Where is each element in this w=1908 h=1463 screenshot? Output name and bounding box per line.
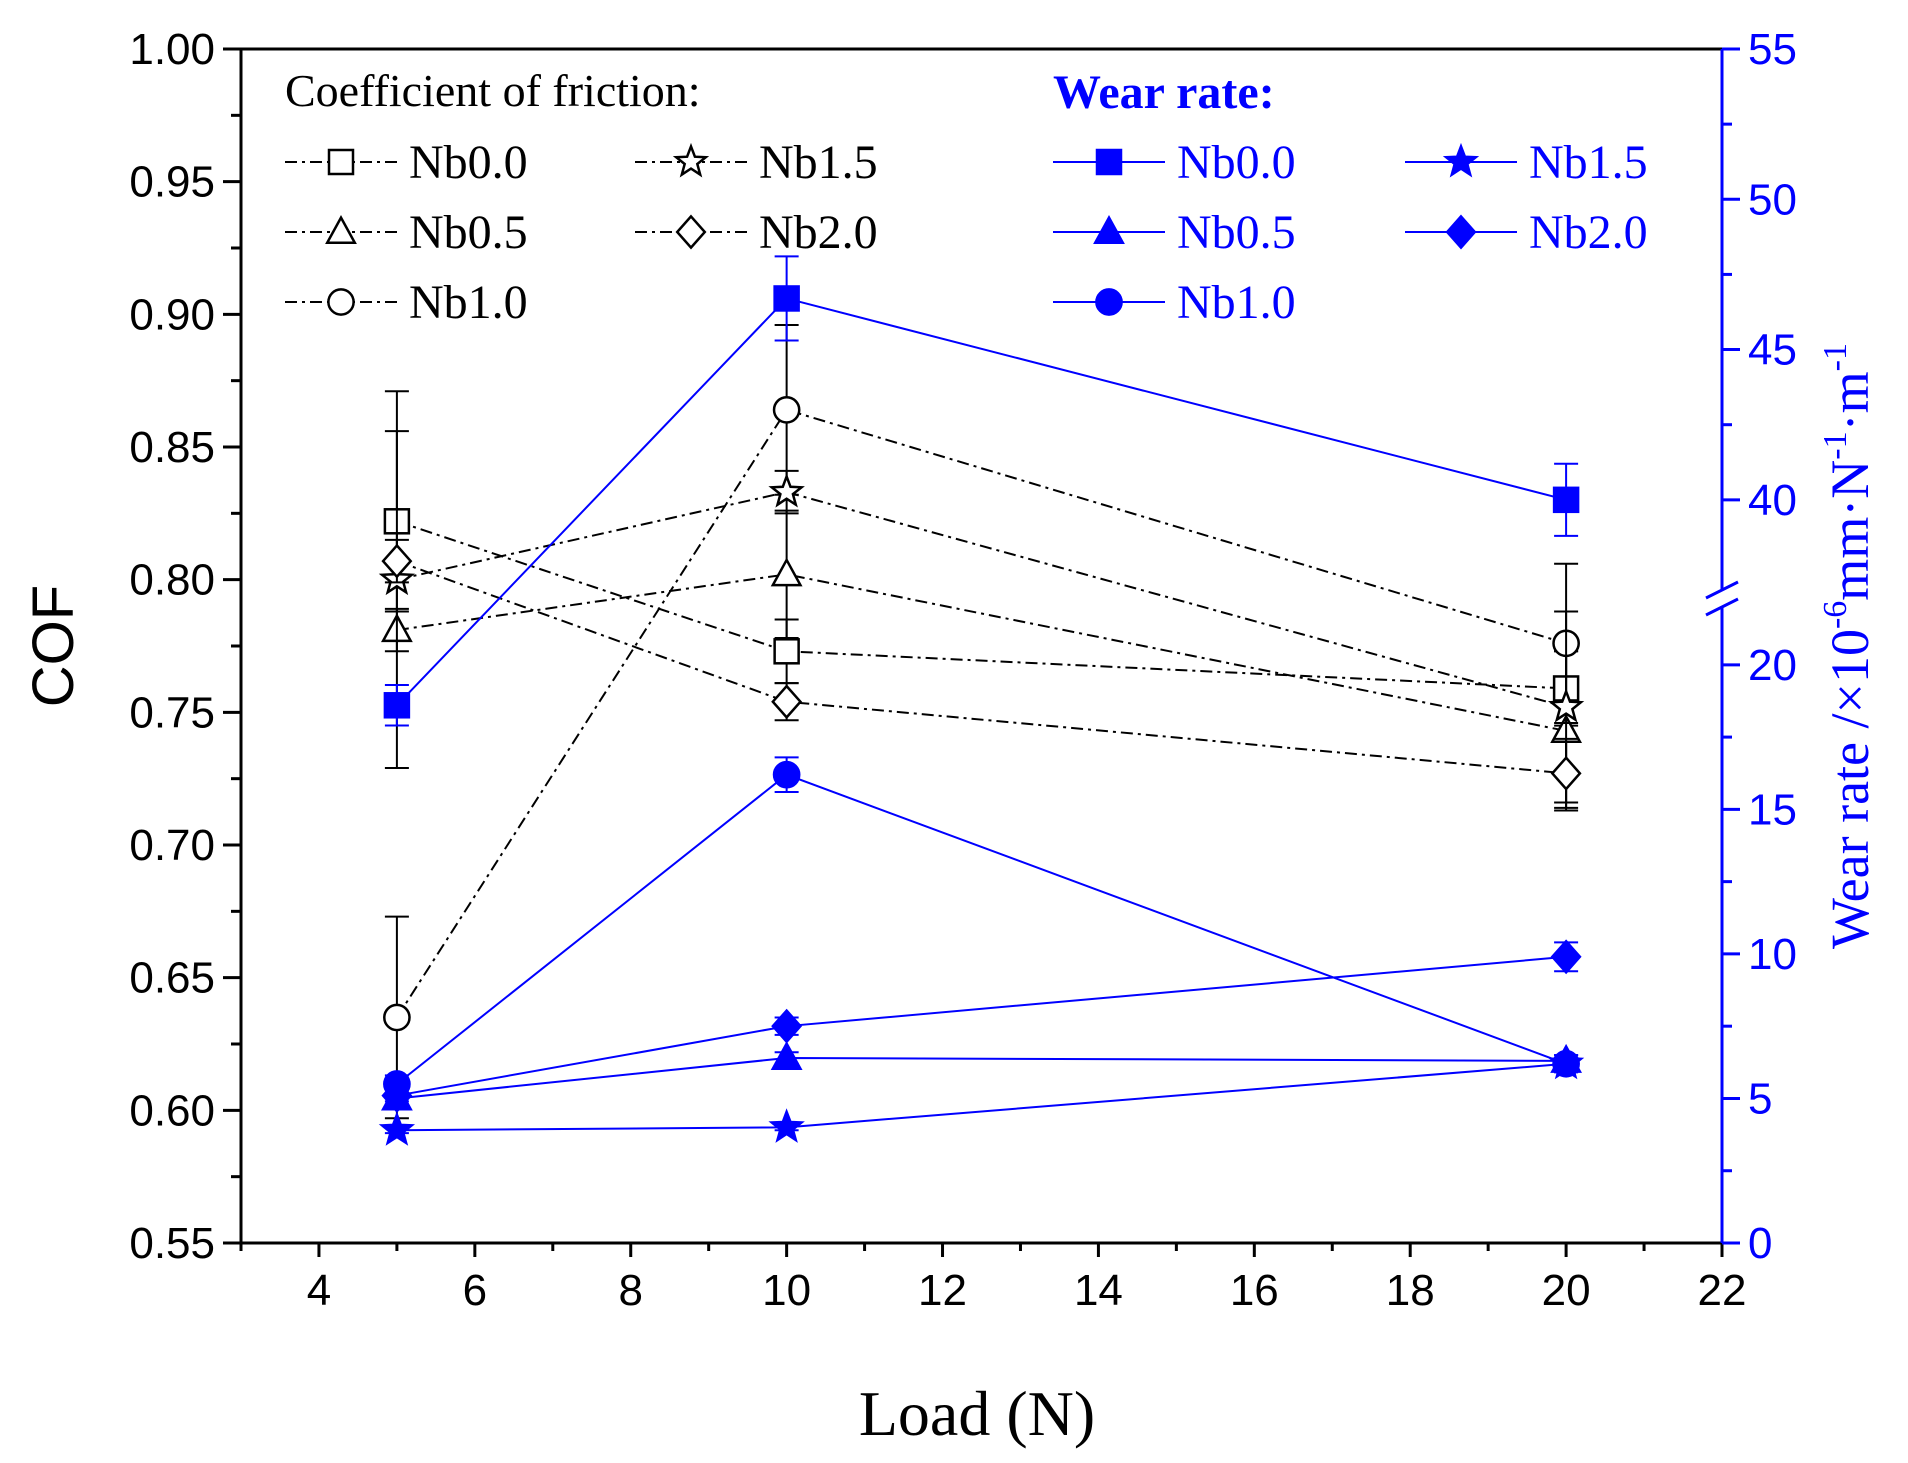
wear-legend-label: Nb0.5 [1177,206,1296,259]
wear-nb00-point [1552,486,1580,514]
right-axis-title: Wear rate /×10-6mm·N-1·m-1 [1817,343,1880,949]
cof-nb10-point [383,1003,411,1032]
cof-legend-marker [675,214,707,250]
right-tick-label: 0 [1748,1219,1772,1268]
right-tick-label: 10 [1748,930,1797,979]
right-axis-title-exp3: -1 [1817,343,1854,371]
cof-nb20-point [1550,755,1582,791]
cof-legend-marker [327,148,355,176]
wear-nb20-point [1550,939,1582,975]
left-tick-label: 0.60 [129,1086,215,1135]
right-tick-label: 40 [1748,476,1797,525]
right-tick-label: 5 [1748,1074,1772,1123]
legend-layer: Coefficient of friction: Nb0.0 Nb1.5 Nb0.5 N… [285,65,1648,329]
cof-nb15-point [1547,687,1585,723]
cof-legend-label: Nb0.5 [409,206,528,259]
wear-nb05-point [770,1040,803,1071]
cof-nb20-point [381,543,413,579]
wear-nb10-point [772,760,801,789]
wear-nb15-point [1547,1044,1585,1080]
cof-legend-marker [325,214,357,245]
x-tick-label: 18 [1386,1266,1435,1315]
x-tick-label: 22 [1698,1266,1747,1315]
series-layer [378,255,1585,1146]
cof-nb15-line [396,491,1567,708]
x-tick-label: 14 [1074,1266,1123,1315]
right-tick-label: 45 [1748,326,1797,375]
cof-legend-label: Nb1.0 [409,276,528,329]
left-tick-label: 0.80 [129,556,215,605]
x-axis-title: Load (N) [859,1378,1095,1449]
cof-nb00-point [773,638,800,665]
wear-legend-marker [1442,142,1480,178]
wear-nb15-series [378,1044,1585,1146]
left-tick-label: 0.90 [129,290,215,339]
wear-legend-marker [1445,214,1477,250]
right-axis-title-mid2: ·m [1820,371,1880,431]
cof-legend-label: Nb0.0 [409,136,528,189]
cof-nb20-point [771,684,803,720]
wear-nb00-point [773,285,800,312]
x-tick-label: 4 [307,1266,331,1315]
wear-nb20-series [381,939,1582,1114]
left-tick-label: 0.75 [129,688,215,737]
cof-nb10-point [772,396,801,424]
wear-legend-label: Nb0.0 [1177,136,1296,189]
left-tick-label: 0.95 [129,158,215,207]
wear-nb00-point [383,692,411,719]
x-tick-label: 6 [463,1266,487,1315]
right-tick-label: 50 [1748,175,1797,224]
x-tick-label: 20 [1542,1266,1591,1315]
left-axis-title: COF [21,585,86,707]
wear-legend-title: Wear rate: [1053,66,1275,119]
cof-legend-title: Coefficient of friction: [285,65,701,116]
cof-nb15-point [768,472,805,508]
x-tick-label: 8 [618,1266,642,1315]
cof-legend-marker [327,288,355,316]
right-axis-title-main: Wear rate /×10 [1820,629,1880,949]
cof-nb20-series [381,538,1582,809]
wear-legend-marker [1095,148,1123,176]
left-tick-label: 0.85 [129,423,215,472]
wear-legend-label: Nb2.0 [1529,206,1648,259]
right-axis-title-mid: mm·N [1820,460,1880,601]
wear-legend-label: Nb1.0 [1177,276,1296,329]
wear-legend-marker [1095,288,1123,316]
cof-nb20-line [396,560,1567,775]
right-axis-title-exp1: -6 [1817,601,1854,629]
left-tick-label: 0.70 [129,821,215,870]
right-tick-label: 15 [1748,785,1797,834]
wear-nb00-series [383,255,1580,727]
axes-layer: 4 6 8 10 12 14 16 18 20 22 0.55 0.60 0.65 0.70 0.75 0.8… [129,25,1797,1315]
left-tick-label: 1.00 [129,25,215,74]
right-axis-title-exp2: -1 [1817,431,1854,459]
cof-legend-label: Nb2.0 [759,206,878,259]
wear-legend-label: Nb1.5 [1529,136,1648,189]
wear-nb20-point [771,1008,803,1044]
axis-break-mark [1705,580,1739,600]
cof-nb05-point [770,557,803,587]
axis-break-mark [1705,597,1739,617]
wear-nb20-point [381,1078,413,1114]
right-tick-label: 55 [1748,25,1797,74]
cof-legend-label: Nb1.5 [759,136,878,189]
right-tick-label: 20 [1748,641,1797,690]
wear-nb15-point [378,1111,416,1146]
x-tick-label: 16 [1230,1266,1279,1315]
wear-nb15-point [768,1108,805,1143]
cof-legend-marker [672,142,710,178]
left-tick-label: 0.55 [129,1219,215,1268]
wear-legend-marker [1093,214,1125,245]
left-tick-label: 0.65 [129,954,215,1003]
x-tick-label: 12 [918,1266,967,1315]
x-tick-label: 10 [762,1266,811,1315]
